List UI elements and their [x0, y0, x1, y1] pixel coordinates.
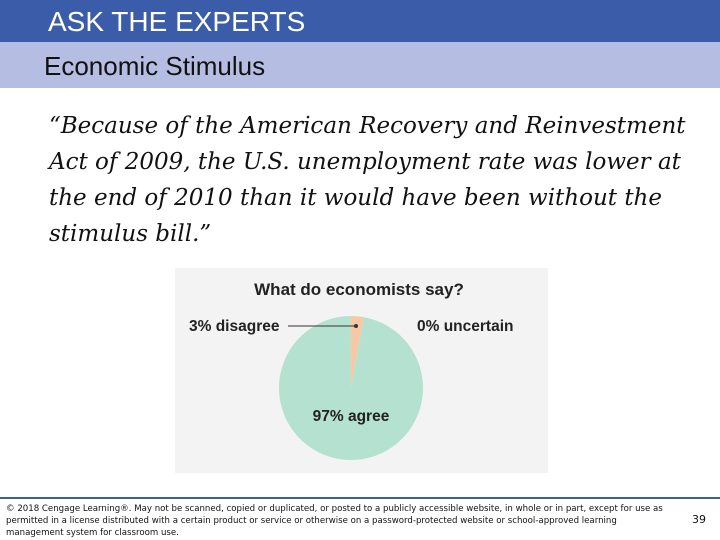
slice-label-uncertain: 0% uncertain	[417, 318, 513, 335]
pie-slice-agree	[279, 316, 424, 460]
slide-title: Economic Stimulus	[44, 51, 266, 81]
quote-text: “Because of the American Recovery and Re…	[49, 113, 686, 247]
header-bar	[0, 0, 720, 42]
pie-slice-disagree	[350, 316, 364, 388]
pie-chart: What do economists say? 3% disagree 0% u…	[189, 280, 513, 460]
slide-header-title: ASK THE EXPERTS	[48, 6, 306, 37]
chart-panel: What do economists say? 3% disagree 0% u…	[175, 268, 548, 473]
slice-label-disagree: 3% disagree	[189, 318, 280, 335]
disagree-leader-dot	[354, 324, 358, 328]
chart-title: What do economists say?	[254, 280, 464, 299]
subheader-bar	[0, 42, 720, 88]
footer-rule	[0, 497, 720, 499]
slice-label-agree: 97% agree	[313, 408, 390, 425]
page-number: 39	[692, 513, 706, 526]
copyright-notice: © 2018 Cengage Learning®. May not be sca…	[6, 504, 663, 538]
